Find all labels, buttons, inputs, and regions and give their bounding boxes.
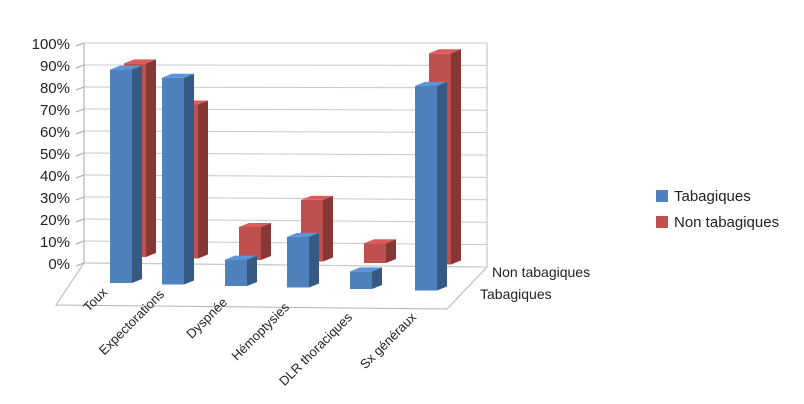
bar-top-face: [225, 255, 257, 260]
bar-top-face: [239, 223, 271, 227]
y-tick-label: 30%: [40, 190, 70, 207]
bar-side-face: [309, 232, 319, 288]
bar-tabagiques: [350, 267, 382, 289]
legend-swatch: [656, 216, 668, 228]
bar-top-face: [162, 73, 194, 78]
tick-mark: [75, 262, 85, 267]
bar-top-face: [287, 232, 319, 237]
depth-axis-labels: Non tabagiques Tabagiques: [480, 264, 590, 302]
depth-label: Tabagiques: [480, 286, 552, 302]
depth-label: Non tabagiques: [492, 264, 590, 280]
bar-tabagiques: [225, 255, 257, 286]
bar-front-face: [415, 85, 437, 291]
bar-top-face: [364, 239, 396, 244]
bar-front-face: [162, 77, 184, 285]
bar-side-face: [247, 255, 257, 286]
bar-side-face: [184, 73, 194, 285]
y-tick-label: 50%: [40, 146, 70, 163]
y-tick-label: 20%: [40, 212, 70, 229]
bar-top-face: [110, 65, 142, 70]
bar-side-face: [323, 195, 333, 262]
tick-mark: [75, 64, 85, 69]
category-label: Toux: [80, 284, 110, 314]
bar-tabagiques: [287, 232, 319, 288]
legend: Tabagiques Non tabagiques: [656, 188, 779, 231]
bar-side-face: [132, 65, 142, 283]
legend-label: Non tabagiques: [674, 214, 779, 231]
bar-front-face: [364, 243, 386, 263]
bar-tabagiques: [415, 81, 447, 291]
bar-front-face: [110, 69, 132, 283]
y-axis-ticks: 0% 10% 20% 30% 40% 50% 60% 70% 80% 90% 100%: [32, 36, 70, 273]
tick-mark: [75, 196, 85, 201]
bar-side-face: [146, 59, 156, 258]
bar-front-face: [350, 271, 372, 289]
bar-side-face: [437, 81, 447, 291]
category-label: DLR thoraciques: [276, 309, 355, 388]
tick-mark: [75, 42, 85, 47]
bars: [110, 49, 461, 291]
y-tick-label: 100%: [32, 36, 70, 53]
y-tick-label: 10%: [40, 234, 70, 251]
y-tick-label: 60%: [40, 124, 70, 141]
tick-mark: [75, 240, 85, 245]
bar-top-face: [350, 267, 382, 272]
y-tick-label: 80%: [40, 80, 70, 97]
bar-front-face: [239, 227, 261, 260]
tick-mark: [75, 174, 85, 179]
bar-side-face: [198, 100, 208, 259]
y-tick-label: 40%: [40, 168, 70, 185]
category-label: Sx généraux: [357, 309, 420, 372]
category-label: Hémoptysies: [228, 299, 292, 363]
bar-non-tabagiques: [239, 223, 271, 260]
bar-front-face: [225, 259, 247, 286]
tick-mark: [75, 152, 85, 157]
tick-mark: [75, 130, 85, 135]
bar-top-face: [415, 81, 447, 86]
bar-side-face: [261, 223, 271, 260]
tick-mark: [75, 218, 85, 223]
y-tick-label: 0%: [48, 256, 70, 273]
bar-side-face: [451, 49, 461, 265]
legend-swatch: [656, 190, 668, 202]
y-tick-label: 90%: [40, 58, 70, 75]
category-label: Dyspnée: [183, 295, 230, 342]
tick-mark: [75, 86, 85, 91]
bar-tabagiques: [110, 65, 142, 283]
bar-top-face: [429, 49, 461, 54]
bar-tabagiques: [162, 73, 194, 285]
tick-mark: [75, 108, 85, 113]
bar-top-face: [301, 195, 333, 200]
bar-side-face: [386, 239, 396, 263]
bar-top-face: [124, 59, 156, 64]
legend-label: Tabagiques: [674, 188, 751, 205]
bar-side-face: [372, 267, 382, 289]
y-tick-label: 70%: [40, 102, 70, 119]
bar-front-face: [287, 236, 309, 288]
bar-non-tabagiques: [364, 239, 396, 263]
